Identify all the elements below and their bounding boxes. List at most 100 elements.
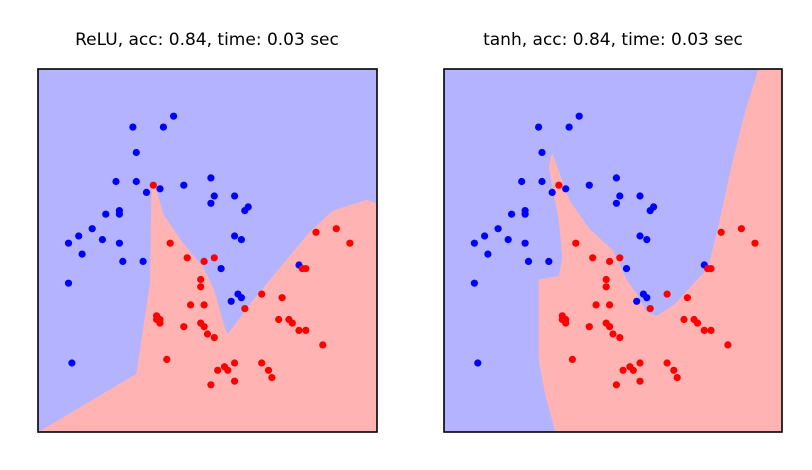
relu-blue-point — [142, 188, 151, 196]
relu-red-point — [163, 355, 171, 363]
relu-blue-point — [241, 207, 249, 215]
relu-red-point — [295, 326, 303, 334]
relu-red-point — [278, 294, 286, 302]
relu-blue-point — [115, 210, 123, 218]
tanh-blue-point — [521, 210, 529, 218]
tanh-red-point — [602, 275, 610, 284]
relu-red-point — [258, 290, 266, 298]
panel-tanh: tanh, acc: 0.84, time: 0.03 sec — [443, 30, 783, 433]
relu-red-point — [224, 366, 232, 374]
relu-red-point — [156, 319, 164, 327]
tanh-red-point — [592, 301, 600, 309]
relu-blue-point — [207, 199, 215, 207]
tanh-red-point — [619, 366, 627, 374]
relu-red-point — [200, 257, 208, 265]
relu-blue-point — [68, 359, 76, 367]
tanh-red-point — [555, 181, 563, 189]
relu-blue-point — [98, 236, 106, 244]
tanh-blue-point — [538, 148, 546, 157]
relu-blue-point — [180, 181, 188, 189]
relu-blue-point — [119, 257, 127, 265]
relu-red-point — [203, 330, 212, 338]
tanh-red-point — [606, 301, 614, 309]
relu-blue-point — [156, 185, 164, 193]
tanh-red-point — [724, 341, 732, 349]
tanh-blue-point — [643, 294, 651, 302]
relu-blue-point — [129, 123, 137, 131]
tanh-red-point — [700, 326, 708, 334]
tanh-blue-point — [470, 239, 478, 247]
tanh-blue-point — [612, 174, 621, 182]
relu-frame — [37, 68, 378, 433]
relu-red-point — [346, 239, 354, 247]
tanh-red-point — [737, 225, 746, 233]
relu-blue-point — [231, 232, 239, 240]
tanh-blue-point — [521, 239, 529, 247]
relu-blue-point — [132, 177, 140, 186]
tanh-blue-point — [636, 192, 644, 200]
tanh-blue-point — [565, 123, 573, 131]
relu-blue-point — [237, 236, 245, 244]
tanh-frame — [443, 68, 783, 433]
relu-red-point — [241, 305, 249, 313]
relu-red-point — [187, 301, 195, 309]
tanh-red-point — [606, 323, 614, 331]
tanh-red-point — [683, 294, 692, 302]
relu-blue-point — [207, 174, 215, 182]
tanh-red-point — [616, 254, 624, 262]
tanh-blue-point — [508, 210, 516, 218]
tanh-red-point — [663, 290, 671, 298]
tanh-red-point — [751, 239, 759, 247]
relu-red-point — [332, 225, 340, 233]
tanh-blue-point — [545, 257, 553, 265]
tanh-red-point — [616, 334, 624, 342]
tanh-red-point — [629, 366, 637, 374]
relu-blue-point — [132, 148, 140, 157]
relu-red-point — [268, 374, 276, 382]
relu-red-point — [210, 334, 218, 342]
relu-blue-point — [139, 257, 147, 265]
relu-red-region — [38, 185, 377, 432]
relu-red-point — [210, 254, 218, 262]
tanh-blue-point — [484, 250, 492, 258]
tanh-blue-point — [548, 188, 556, 196]
tanh-red-point — [585, 323, 593, 331]
tanh-blue-point — [524, 257, 533, 265]
tanh-blue-point — [643, 236, 651, 244]
relu-red-point — [180, 323, 188, 331]
panel-tanh-plot-area — [443, 68, 783, 433]
tanh-red-point — [602, 283, 610, 291]
relu-red-point — [214, 366, 222, 374]
tanh-blue-point — [633, 297, 641, 305]
tanh-red-point — [568, 355, 577, 363]
tanh-blue-point — [494, 225, 502, 233]
tanh-red-point — [717, 228, 725, 236]
tanh-red-point — [589, 254, 597, 262]
tanh-blue-point — [585, 181, 593, 189]
tanh-red-point — [646, 305, 654, 313]
relu-blue-point — [78, 250, 86, 258]
relu-red-point — [200, 301, 208, 309]
tanh-blue-point — [470, 279, 478, 287]
relu-blue-point — [170, 112, 178, 120]
relu-red-point — [312, 228, 320, 236]
relu-red-point — [149, 181, 157, 189]
relu-blue-point — [88, 225, 96, 233]
relu-blue-point — [102, 210, 110, 218]
tanh-blue-point — [481, 232, 489, 240]
tanh-red-point — [612, 381, 621, 389]
relu-red-point — [166, 239, 174, 247]
relu-red-point — [302, 326, 310, 334]
tanh-blue-point — [612, 199, 621, 207]
tanh-red-point — [670, 366, 678, 374]
relu-red-point — [319, 341, 327, 349]
relu-red-point — [302, 265, 310, 273]
relu-blue-point — [64, 239, 73, 247]
relu-red-point — [200, 323, 208, 331]
tanh-blue-point — [504, 236, 512, 244]
panel-relu: ReLU, acc: 0.84, time: 0.03 sec — [37, 30, 378, 433]
tanh-blue-point — [622, 265, 631, 273]
tanh-red-point — [673, 374, 681, 382]
relu-red-point — [275, 315, 283, 324]
relu-red-point — [231, 359, 239, 367]
